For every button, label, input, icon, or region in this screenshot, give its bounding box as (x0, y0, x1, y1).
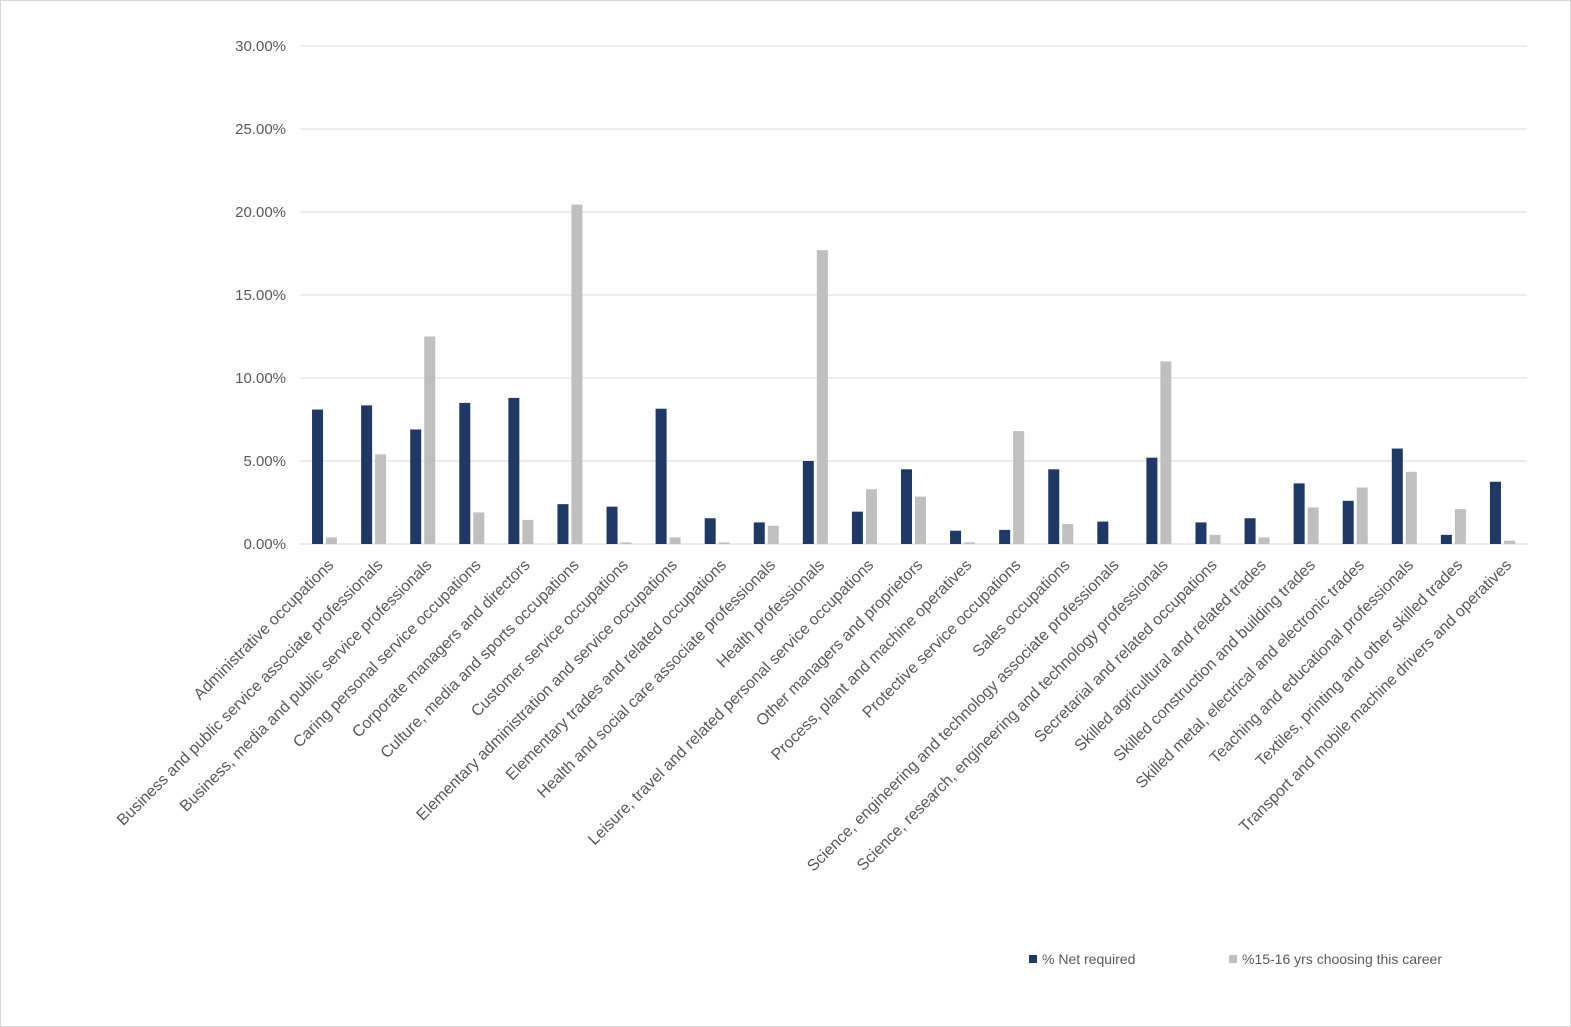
y-tick-label: 0.00% (243, 536, 286, 553)
bar-choosing-career (424, 336, 436, 544)
bar-choosing-career (473, 512, 485, 544)
y-tick-label: 10.00% (235, 370, 286, 387)
bar-net-required (312, 409, 324, 544)
bar-choosing-career (816, 250, 828, 544)
bar-net-required (655, 408, 667, 544)
x-category-label: Skilled metal, electrical and electronic… (1133, 557, 1368, 792)
y-tick-label: 25.00% (235, 121, 286, 138)
bar-net-required (557, 504, 569, 544)
bar-choosing-career (1356, 487, 1368, 544)
bars (312, 204, 1515, 544)
bar-choosing-career (915, 496, 926, 544)
legend-label-choosing-career: %15-16 yrs choosing this career (1242, 951, 1442, 967)
legend: % Net required %15-16 yrs choosing this … (1029, 951, 1442, 967)
bar-choosing-career (1307, 507, 1319, 544)
bar-net-required (1489, 481, 1501, 544)
y-tick-label: 20.00% (235, 204, 286, 221)
bar-choosing-career (718, 542, 730, 544)
bar-choosing-career (1160, 361, 1172, 544)
bar-net-required (704, 518, 716, 544)
bar-choosing-career (1062, 524, 1074, 544)
bar-choosing-career (767, 525, 779, 544)
bar-net-required (999, 529, 1011, 544)
bar-net-required (508, 397, 520, 544)
bar-net-required (950, 530, 962, 544)
bar-net-required (410, 429, 422, 544)
bar-choosing-career (1013, 431, 1025, 544)
bar-choosing-career (326, 537, 338, 544)
bar-choosing-career (669, 537, 681, 544)
bar-net-required (1440, 534, 1452, 544)
bar-choosing-career (522, 519, 534, 544)
x-category-label: Corporate managers and directors (349, 557, 533, 741)
legend-swatch-net-required (1029, 955, 1037, 963)
bar-net-required (753, 522, 765, 544)
legend-label-net-required: % Net required (1042, 951, 1135, 967)
bar-choosing-career (620, 542, 632, 544)
bar-net-required (1342, 500, 1354, 544)
bar-choosing-career (865, 489, 877, 544)
bar-net-required (1097, 521, 1109, 544)
bar-choosing-career (964, 542, 976, 544)
bar-choosing-career (1258, 537, 1270, 544)
bar-net-required (1146, 457, 1158, 544)
bar-net-required (361, 405, 373, 544)
y-tick-label: 15.00% (235, 287, 286, 304)
y-axis-tick-labels: 0.00% 5.00% 10.00% 15.00% 20.00% 25.00% 30.00% (235, 38, 286, 553)
bar-net-required (901, 469, 912, 544)
gridlines (300, 45, 1527, 545)
x-category-label: Secretarial and related occupations (1031, 557, 1220, 746)
bar-net-required (606, 506, 618, 544)
bar-net-required (802, 461, 814, 544)
bar-net-required (459, 402, 471, 544)
bar-choosing-career (1503, 540, 1515, 544)
bar-net-required (1244, 518, 1256, 544)
bar-choosing-career (1209, 534, 1221, 544)
y-tick-label: 5.00% (243, 453, 286, 470)
bar-net-required (1048, 469, 1060, 544)
bar-choosing-career (571, 204, 583, 544)
bar-net-required (1391, 448, 1403, 544)
legend-swatch-choosing-career (1229, 955, 1237, 963)
bar-choosing-career (375, 454, 387, 544)
bar-net-required (1195, 522, 1207, 544)
y-tick-label: 30.00% (235, 38, 286, 55)
bar-net-required (1293, 483, 1305, 544)
bar-choosing-career (1454, 509, 1466, 544)
bar-choosing-career (1405, 471, 1417, 544)
bar-net-required (851, 511, 863, 544)
